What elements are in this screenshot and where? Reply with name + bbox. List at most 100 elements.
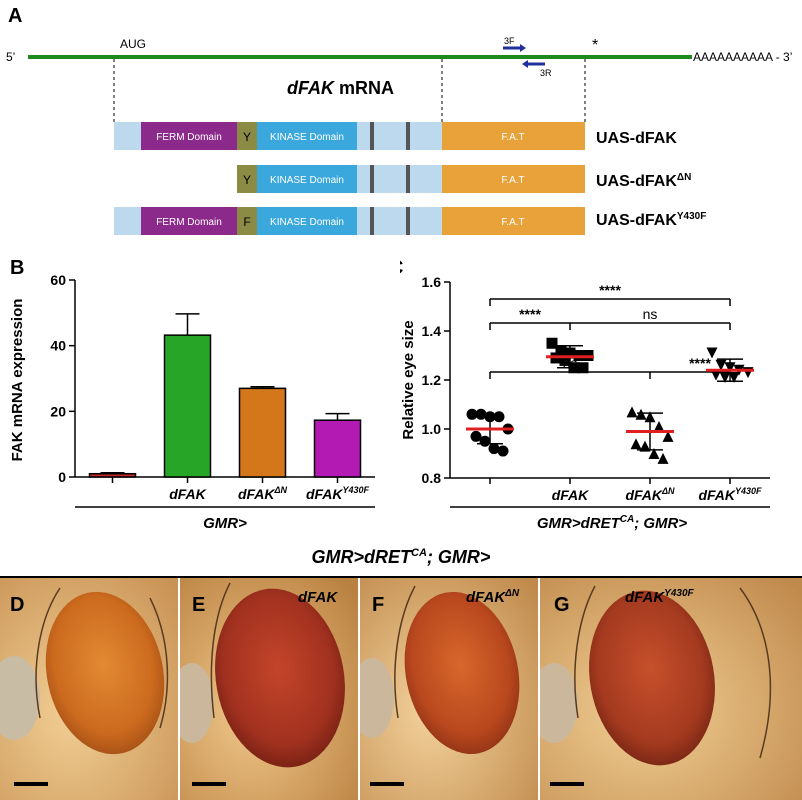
eye-photo-f xyxy=(360,578,538,800)
panel-b-group-label: GMR> xyxy=(203,515,247,532)
photo-genotype-f: dFAKΔN xyxy=(466,588,520,606)
primer-r-arrowhead xyxy=(522,60,528,68)
fat-domain-label: F.A.T xyxy=(501,132,524,143)
data-point xyxy=(706,347,718,359)
panel-c-points xyxy=(466,337,754,464)
fat-domain-label: F.A.T xyxy=(501,217,524,228)
fat-domain xyxy=(442,165,585,193)
fat-domain-label: F.A.T xyxy=(501,175,524,186)
panel-a: A 5’ AUG AAAAAAAAAA - 3’ * 3F 3R dFAK mR… xyxy=(6,5,792,235)
primer-f-label: 3F xyxy=(504,36,515,46)
panel-b-bars xyxy=(88,313,362,478)
photo-label-f: F xyxy=(372,594,385,616)
scale-bar xyxy=(192,782,226,786)
data-point xyxy=(715,359,727,371)
kinase-domain xyxy=(257,165,357,193)
data-point xyxy=(626,406,638,418)
data-point xyxy=(719,372,731,384)
photo-genotype-e: dFAK xyxy=(298,589,338,606)
y-tick-label: 1.2 xyxy=(422,372,442,388)
proline-motif xyxy=(370,165,374,193)
eye-photo-d xyxy=(0,578,178,800)
y-box-label: Y xyxy=(243,130,251,144)
eye-photo-e xyxy=(180,578,358,800)
fat-domain xyxy=(442,207,585,235)
eye-image xyxy=(360,578,538,800)
data-point xyxy=(635,408,647,420)
bar xyxy=(313,419,362,478)
primer-f-arrowhead xyxy=(520,44,526,52)
data-point xyxy=(639,440,651,452)
f-box-label: F xyxy=(243,215,250,229)
construct-name: UAS-dFAK xyxy=(596,130,677,147)
proline-motif xyxy=(406,207,410,235)
panel-c-significance: ********nsns**** xyxy=(489,282,731,379)
panel-c-label: C xyxy=(400,257,403,279)
proline-motif xyxy=(406,122,410,150)
y-tick-label: 1.6 xyxy=(422,274,442,290)
f-box xyxy=(237,207,257,235)
aug-label: AUG xyxy=(120,37,146,51)
data-point xyxy=(653,421,665,433)
eye-image xyxy=(180,578,358,800)
construct-name: UAS-dFAKY430F xyxy=(596,211,706,229)
eye-image xyxy=(0,578,178,800)
bar xyxy=(238,387,287,478)
sig-label: ns xyxy=(643,306,658,322)
panel-b-label: B xyxy=(10,257,24,279)
kinase-domain xyxy=(257,122,357,150)
y-tick-label: 0.8 xyxy=(422,470,442,486)
panel-b-x-ticks: dFAK dFAKΔN dFAKY430F xyxy=(111,477,370,502)
data-point xyxy=(466,408,478,420)
mrna-title: dFAK mRNA xyxy=(287,78,394,98)
photo-label-d: D xyxy=(10,594,25,616)
stop-codon-marker: * xyxy=(592,37,598,54)
y-tick-label: 1.4 xyxy=(422,323,442,339)
data-point xyxy=(657,452,669,464)
data-point xyxy=(479,435,491,447)
x-tick-label: dFAK xyxy=(169,486,206,502)
panel-b-ylabel: FAK mRNA expression xyxy=(9,299,26,462)
sig-label: **** xyxy=(519,306,541,322)
data-point xyxy=(630,438,642,450)
y-tick-label: 20 xyxy=(50,403,66,419)
x-tick-label: dFAKΔN xyxy=(625,486,675,503)
kinase-domain xyxy=(257,207,357,235)
y-tick-label: 60 xyxy=(50,272,66,288)
panel-c-x-ticks: dFAK dFAKΔN dFAKY430F xyxy=(489,478,762,503)
lightblue-region xyxy=(357,165,442,193)
panel-c-chart: C Relative eye size 0.8 1.0 1.2 1.4 1.6 ****… xyxy=(400,257,770,532)
eye-photo-row: D E F G dFAK dFAKΔN dFAKY430F xyxy=(0,578,802,800)
construct-uas-dfak-y430f: FERM Domain F KINASE Domain F.A.T UAS-dF… xyxy=(114,207,706,235)
proline-motif xyxy=(406,165,410,193)
y-tick-label: 0 xyxy=(58,469,66,485)
eye-photo-g xyxy=(540,578,802,800)
photo-label-g: G xyxy=(554,594,570,616)
proline-motif xyxy=(370,207,374,235)
ferm-domain xyxy=(141,207,237,235)
construct-name: UAS-dFAKΔN xyxy=(596,172,691,190)
sig-bracket-top-label: **** xyxy=(599,282,621,298)
data-point xyxy=(648,448,660,459)
construct-uas-dfak-dn: Y KINASE Domain F.A.T UAS-dFAKΔN xyxy=(237,165,691,193)
panel-b-chart: B FAK mRNA expression 0 20 40 60 dFAK dFAKΔN… xyxy=(9,257,375,532)
panel-c-group-label: GMR>dRETCA; GMR> xyxy=(537,514,688,532)
y-box-label: Y xyxy=(243,173,251,187)
x-tick-label: dFAKY430F xyxy=(698,486,762,503)
data-point xyxy=(493,411,505,423)
panel-c-ylabel: Relative eye size xyxy=(400,320,417,439)
y-box xyxy=(237,165,257,193)
photo-row-divider xyxy=(0,576,802,578)
data-point xyxy=(546,337,558,349)
y-tick-label: 1.0 xyxy=(422,421,442,437)
x-tick-label: dFAK xyxy=(552,487,589,503)
eye-image xyxy=(540,578,802,800)
panel-c-axis: 0.8 1.0 1.2 1.4 1.6 xyxy=(422,274,770,486)
scale-bar xyxy=(550,782,584,786)
photo-label-e: E xyxy=(192,594,206,616)
fat-domain xyxy=(442,122,585,150)
ferm-domain xyxy=(141,122,237,150)
sig-label: **** xyxy=(689,355,711,371)
scale-bar xyxy=(370,782,404,786)
proline-motif xyxy=(370,122,374,150)
